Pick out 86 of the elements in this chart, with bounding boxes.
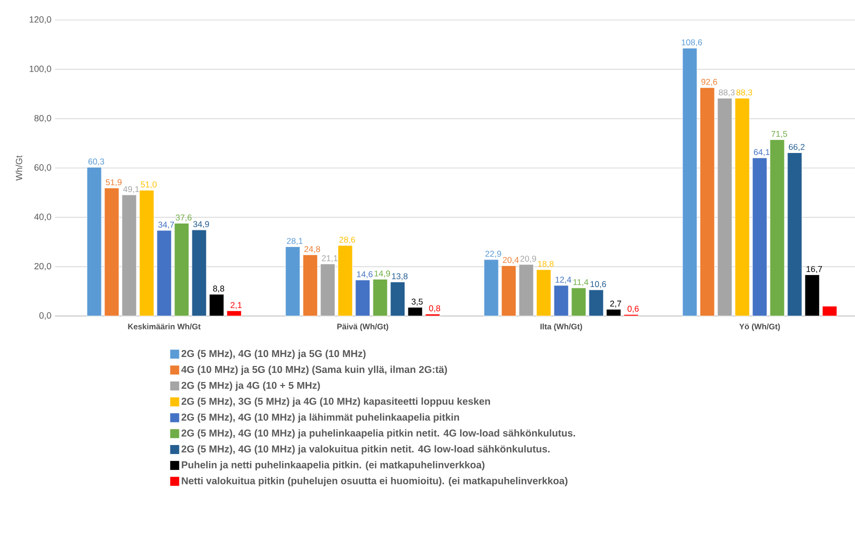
data-label: 28,1: [286, 238, 303, 245]
bar: [390, 282, 406, 316]
bar: [606, 309, 622, 316]
bar: [408, 307, 423, 316]
bar: [86, 167, 102, 316]
bar: [302, 254, 318, 316]
legend-label: 2G (5 MHz), 4G (10 MHz) ja lähimmät puhelinkaapelia pitkin: [182, 413, 460, 423]
data-label: 49,1: [123, 186, 140, 194]
y-tick-label: 40,0: [34, 214, 52, 222]
bar: [787, 152, 802, 316]
y-tick-label: 80,0: [34, 114, 52, 122]
data-label: 21,1: [322, 255, 338, 262]
data-label: 108,6: [682, 39, 702, 46]
bar: [571, 288, 586, 316]
y-tick-label: 120,0: [30, 16, 52, 24]
data-label: 34,9: [193, 221, 210, 228]
bar: [717, 98, 732, 316]
bar: [285, 246, 300, 316]
legend-label: 2G (5 MHz), 4G (10 MHz) ja valokuitua pitkin netit. 4G low-load sähkönkulutus.: [182, 445, 550, 454]
legend-label: 2G (5 MHz), 3G (5 MHz) ja 4G (10 MHz) kapasiteetti loppuu kesken: [182, 397, 490, 407]
data-label: 34,7: [158, 222, 174, 229]
data-label: 11,4: [573, 279, 588, 286]
y-tick-label: 0,0: [39, 312, 52, 320]
legend-label: Netti valokuitua pitkin (puhelujen osuutta ei huomioitu). (ei matkapuhelinverkkoa): [182, 476, 568, 486]
bar: [682, 48, 698, 316]
data-label: 20,9: [520, 256, 536, 263]
bar: [501, 265, 516, 316]
bar: [174, 223, 190, 316]
bar: [554, 285, 569, 316]
data-label: 16,7: [806, 266, 822, 274]
bar: [518, 264, 534, 316]
bar: [156, 230, 172, 316]
y-tick-label: 100,0: [30, 66, 52, 74]
data-label: 24,8: [304, 246, 320, 254]
bar: [122, 194, 137, 316]
data-label: 2,1: [230, 302, 242, 310]
bar: [372, 278, 388, 316]
data-label: 0,6: [628, 306, 639, 313]
bar: [226, 310, 242, 316]
bar: [484, 259, 499, 316]
bar: [139, 190, 154, 316]
bar: [355, 280, 370, 316]
data-label: 88,3: [718, 89, 735, 96]
data-label: 71,5: [771, 130, 788, 138]
data-label: 64,1: [754, 149, 770, 156]
legend-label: 2G (5 MHz), 4G (10 MHz) ja puhelinkaapelia pitkin netit. 4G low-load sähkönkulutus.: [182, 429, 576, 439]
data-label: 88,3: [736, 89, 752, 96]
bar: [752, 158, 768, 316]
legend-label: Puhelin ja netti puhelinkaapelia pitkin. (ei matkapuhelinverkkoa): [182, 461, 484, 470]
bar: [209, 294, 224, 316]
bar: [734, 98, 750, 316]
bar: [320, 264, 336, 316]
bar: [588, 290, 604, 316]
data-label: 0,8: [429, 305, 440, 312]
data-label: 13,8: [392, 273, 408, 280]
data-label: 28,6: [339, 236, 356, 244]
data-label: 14,6: [357, 271, 373, 278]
bar: [822, 306, 838, 316]
data-label: 22,9: [485, 250, 502, 258]
data-label: 2,7: [610, 300, 622, 308]
data-label: 51,9: [106, 179, 122, 186]
bar: [338, 245, 353, 316]
bar: [700, 87, 715, 316]
data-label: 10,6: [590, 281, 606, 288]
y-axis-title: Wh/Gt: [16, 155, 22, 181]
legend-label: 2G (5 MHz) ja 4G (10 + 5 MHz): [182, 382, 320, 391]
data-label: 18,8: [538, 260, 554, 268]
data-label: 8,8: [213, 286, 224, 293]
y-tick-label: 60,0: [34, 164, 52, 172]
data-label: 51,0: [140, 181, 157, 188]
legend-label: 4G (10 MHz) ja 5G (10 MHz) (Sama kuin yllä, ilman 2G:tä): [181, 366, 447, 375]
data-label: 92,6: [701, 78, 718, 86]
data-label: 20,4: [502, 256, 519, 264]
y-tick-label: 20,0: [34, 262, 52, 270]
bar: [804, 274, 820, 316]
bar: [770, 139, 785, 316]
bar: [536, 269, 552, 316]
data-label: 14,9: [374, 270, 390, 278]
legend-label: 2G (5 MHz), 4G (10 MHz) ja 5G (10 MHz): [182, 350, 366, 360]
bar: [192, 230, 207, 316]
data-label: 3,5: [412, 298, 423, 306]
bar: [104, 188, 120, 316]
data-label: 37,6: [176, 214, 192, 222]
data-label: 66,2: [788, 144, 805, 151]
data-label: 12,4: [556, 276, 572, 284]
data-label: 60,3: [88, 158, 104, 166]
